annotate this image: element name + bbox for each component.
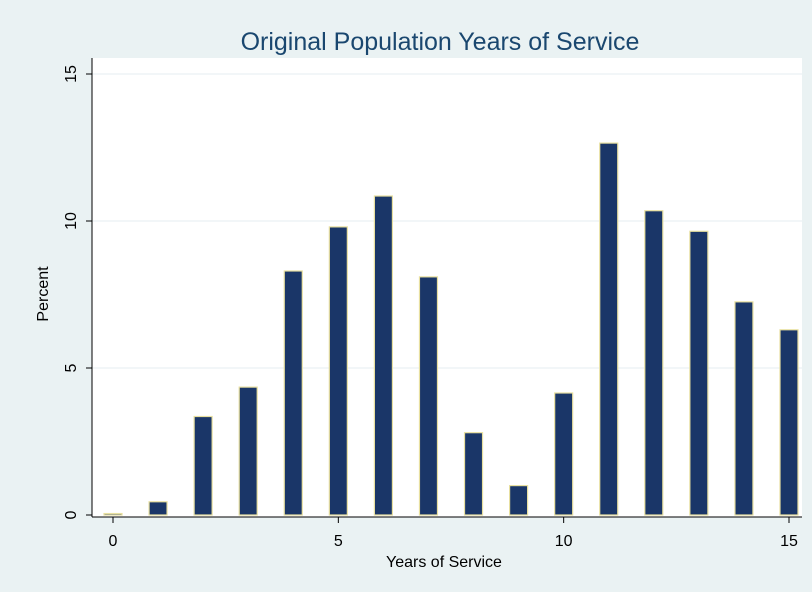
bar xyxy=(193,415,213,516)
bar xyxy=(689,230,709,516)
bar xyxy=(779,329,799,516)
bar xyxy=(148,501,168,516)
y-tick-label: 5 xyxy=(63,363,80,372)
bar xyxy=(463,432,484,516)
axes xyxy=(91,58,802,518)
y-tick-label: 10 xyxy=(63,212,80,230)
x-tick-label: 15 xyxy=(780,533,798,550)
bar xyxy=(418,276,439,516)
bar xyxy=(734,301,754,516)
x-ticks: 0 5 10 15 xyxy=(109,517,798,550)
x-tick-label: 0 xyxy=(109,533,118,550)
y-axis-title: Percent xyxy=(35,266,52,322)
bar xyxy=(328,226,348,516)
gridlines xyxy=(92,73,802,369)
x-tick-label: 5 xyxy=(334,533,343,550)
bar xyxy=(373,195,393,516)
x-axis-title: Years of Service xyxy=(386,554,502,571)
y-tick-label: 0 xyxy=(63,510,80,519)
y-tick-label: 15 xyxy=(63,65,80,83)
chart-title: Original Population Years of Service xyxy=(241,28,640,56)
bar xyxy=(599,142,619,516)
bar xyxy=(103,512,123,516)
bar xyxy=(283,270,303,516)
y-ticks: 0 5 10 15 xyxy=(63,65,92,519)
bar xyxy=(554,392,574,516)
x-tick-label: 10 xyxy=(555,533,573,550)
bar xyxy=(509,485,529,516)
bars xyxy=(103,142,799,516)
bar xyxy=(238,386,258,516)
bar xyxy=(644,210,664,516)
